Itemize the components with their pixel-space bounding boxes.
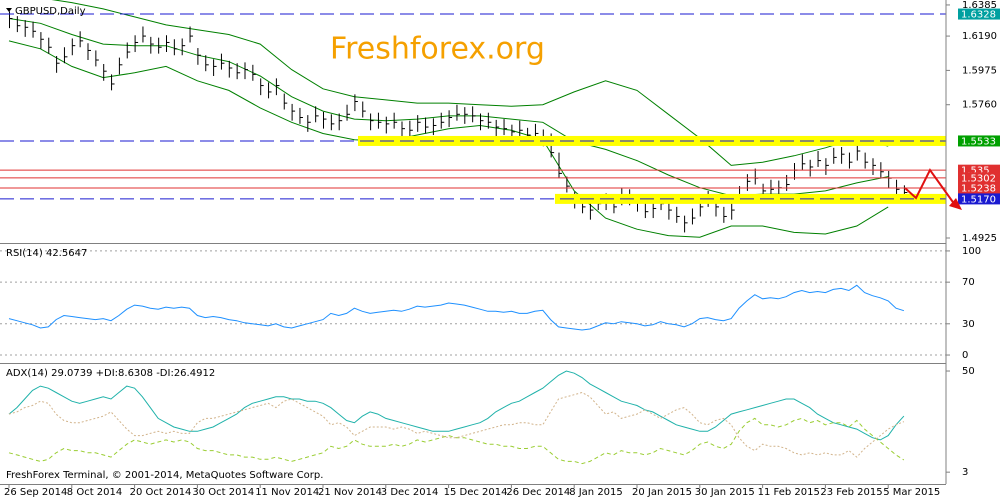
x-tick-label: 8 Jan 2015 [569,487,623,498]
y-tick-label: 100 [962,246,981,257]
y-tick-label: 3 [962,467,968,478]
y-tick-label: 30 [962,319,975,330]
indicator-line [8,370,905,441]
level-label-box [958,164,1000,176]
x-tick-label: 26 Dec 2014 [506,487,570,498]
level-label: 1.5170 [961,194,996,205]
indicator-line [8,391,905,458]
footer: FreshForex Terminal, © 2001-2014, MetaQu… [6,470,323,481]
level-label: 1.5238 [961,184,996,195]
indicator-line [8,284,905,331]
x-tick-label: 11 Nov 2014 [255,487,319,498]
x-tick-label: 5 Mar 2015 [883,487,940,498]
y-tick-label: 1.4925 [962,233,997,244]
level-label-box [958,135,1000,147]
y-tick-label: 1.6385 [962,0,997,11]
level-label: 1.5302 [961,173,996,184]
x-tick-label: 30 Jan 2015 [695,487,755,498]
y-tick-label: 1.5975 [962,65,997,76]
indicator-label: RSI(14) 42.5647 [6,248,87,259]
panel-2 [8,370,905,465]
forecast-arrow [904,168,956,206]
level-label-box [958,172,1000,184]
level-label: 1.5533 [961,136,996,147]
y-tick-label: 0 [962,350,968,361]
level-label: 1.6328 [961,10,996,21]
chart-title: GBPUSD,Daily [15,6,86,17]
bollinger-lower [8,40,889,238]
y-tick-label: 1.5760 [962,100,997,111]
x-tick-label: 30 Oct 2014 [192,487,254,498]
x-tick-label: 20 Oct 2014 [130,487,192,498]
x-tick-label: 23 Feb 2015 [820,487,882,498]
menu-icon [6,8,12,12]
y-tick-label: 70 [962,277,975,288]
x-tick-label: 20 Jan 2015 [632,487,692,498]
forecast-arrowhead [949,198,962,210]
level-label-box [958,193,1000,205]
indicator-line [8,417,905,465]
level-label: 1.535 [961,166,990,177]
indicator-label: ADX(14) 29.0739 +DI:8.6308 -DI:26.4912 [6,368,215,379]
y-tick-label: 1.6190 [962,31,997,42]
level-label-box [958,8,1000,20]
x-tick-label: 3 Dec 2014 [381,487,439,498]
watermark: Freshforex.org [330,32,545,67]
panel-1 [0,250,946,356]
level-label-box [958,182,1000,194]
x-tick-label: 21 Nov 2014 [318,487,382,498]
x-tick-label: 26 Sep 2014 [4,487,67,498]
x-tick-label: 15 Dec 2014 [444,487,508,498]
x-tick-label: 8 Oct 2014 [67,487,122,498]
x-tick-label: 11 Feb 2015 [758,487,820,498]
y-tick-label: 50 [962,366,975,377]
bollinger-upper [51,0,889,166]
